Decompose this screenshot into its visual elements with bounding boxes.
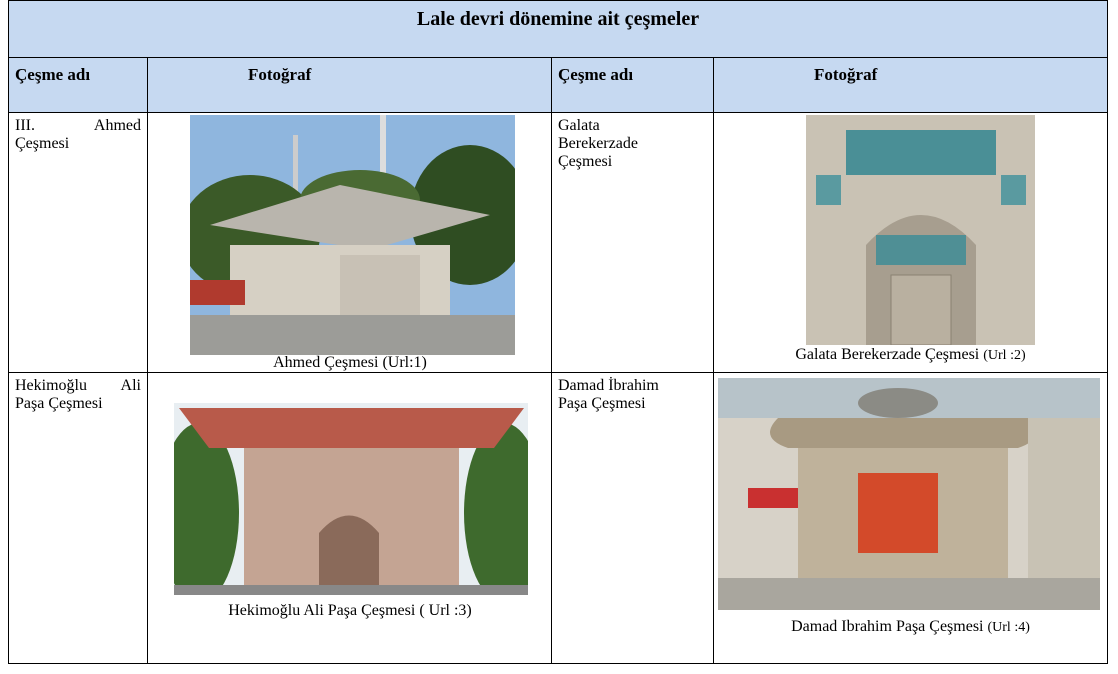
caption-text: Galata Berekerzade Çeşmesi bbox=[795, 346, 980, 363]
fountain-name: Damad İbrahim Paşa Çeşmesi bbox=[551, 372, 714, 664]
caption-text: Ahmed Çeşmesi bbox=[273, 354, 379, 371]
url-label: (Url :4) bbox=[987, 620, 1030, 635]
caption: Ahmed Çeşmesi (Url:1) bbox=[150, 354, 550, 372]
header: Fotoğraf bbox=[147, 57, 552, 113]
fountain-name: Galata Berekerzade Çeşmesi bbox=[551, 112, 714, 373]
photo bbox=[190, 115, 515, 355]
url-label: (Url:1) bbox=[382, 354, 427, 371]
photo bbox=[806, 115, 1035, 345]
caption: Galata Berekerzade Çeşmesi (Url :2) bbox=[713, 346, 1108, 364]
header: Çeşme adı bbox=[8, 57, 148, 113]
photo bbox=[174, 403, 528, 595]
header: Fotoğraf bbox=[713, 57, 1108, 113]
caption: Hekimoğlu Ali Paşa Çeşmesi ( Url :3) bbox=[150, 602, 550, 620]
header: Çeşme adı bbox=[551, 57, 714, 113]
photo bbox=[718, 378, 1100, 610]
title: Lale devri dönemine ait çeşmeler bbox=[8, 0, 1108, 58]
fountain-name: III. Ahmed Çeşmesi bbox=[8, 112, 148, 373]
url-label: ( Url :3) bbox=[419, 602, 472, 619]
photo-cell bbox=[713, 372, 1108, 664]
caption-text: Hekimoğlu Ali Paşa Çeşmesi bbox=[228, 602, 416, 619]
fountain-name: Hekimoğlu Ali Paşa Çeşmesi bbox=[8, 372, 148, 664]
url-label: (Url :2) bbox=[983, 348, 1026, 363]
caption: Damad Ibrahim Paşa Çeşmesi (Url :4) bbox=[713, 618, 1108, 636]
caption-text: Damad Ibrahim Paşa Çeşmesi bbox=[791, 618, 984, 635]
